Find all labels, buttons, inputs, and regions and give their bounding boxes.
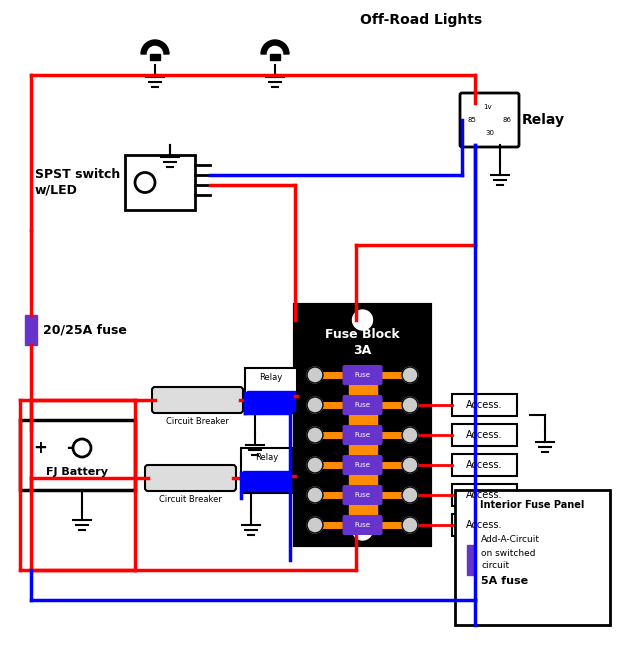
Text: -: - bbox=[67, 439, 74, 457]
Text: Fuse Block: Fuse Block bbox=[325, 329, 400, 341]
Bar bbox=[349, 370, 376, 530]
Bar bbox=[247, 391, 295, 411]
FancyBboxPatch shape bbox=[342, 515, 383, 535]
Circle shape bbox=[307, 517, 323, 533]
Bar bbox=[452, 394, 517, 416]
Bar bbox=[150, 54, 160, 60]
Text: 20/25A fuse: 20/25A fuse bbox=[43, 323, 127, 336]
Text: 86: 86 bbox=[502, 117, 511, 123]
Bar bbox=[452, 424, 517, 446]
Text: Fuse: Fuse bbox=[355, 492, 371, 498]
Text: 30: 30 bbox=[485, 130, 494, 136]
Text: 85: 85 bbox=[468, 117, 476, 123]
Text: Fuse: Fuse bbox=[355, 462, 371, 468]
Text: Fuse: Fuse bbox=[355, 372, 371, 378]
Wedge shape bbox=[141, 40, 169, 54]
Text: 1v: 1v bbox=[483, 104, 492, 110]
Text: Fuse: Fuse bbox=[355, 432, 371, 438]
Text: on switched: on switched bbox=[481, 548, 536, 557]
Text: Access.: Access. bbox=[467, 460, 503, 470]
Circle shape bbox=[402, 427, 418, 443]
Circle shape bbox=[402, 367, 418, 383]
FancyBboxPatch shape bbox=[145, 465, 236, 491]
Text: Circuit Breaker: Circuit Breaker bbox=[166, 417, 229, 426]
Bar bbox=[452, 484, 517, 506]
Text: 3A: 3A bbox=[353, 343, 372, 356]
Bar bbox=[245, 368, 297, 413]
Circle shape bbox=[307, 367, 323, 383]
Text: circuit: circuit bbox=[481, 562, 509, 570]
Circle shape bbox=[307, 427, 323, 443]
FancyBboxPatch shape bbox=[342, 425, 383, 445]
Text: 5A fuse: 5A fuse bbox=[481, 576, 528, 586]
Circle shape bbox=[353, 520, 372, 540]
Bar bbox=[452, 454, 517, 476]
Bar bbox=[125, 155, 195, 210]
Text: Interior Fuse Panel: Interior Fuse Panel bbox=[480, 500, 585, 510]
Text: Off-Road Lights: Off-Road Lights bbox=[360, 13, 482, 27]
Text: Relay: Relay bbox=[259, 373, 283, 382]
Bar bbox=[467, 545, 475, 575]
FancyBboxPatch shape bbox=[460, 93, 519, 147]
Bar bbox=[452, 514, 517, 536]
Text: Add-A-Circuit: Add-A-Circuit bbox=[481, 535, 540, 544]
Circle shape bbox=[402, 487, 418, 503]
Bar bbox=[20, 420, 135, 490]
Text: Access.: Access. bbox=[467, 490, 503, 500]
FancyBboxPatch shape bbox=[342, 395, 383, 415]
Circle shape bbox=[402, 457, 418, 473]
FancyBboxPatch shape bbox=[152, 387, 243, 413]
Circle shape bbox=[402, 517, 418, 533]
FancyBboxPatch shape bbox=[342, 485, 383, 505]
Bar bbox=[25, 315, 37, 345]
Bar bbox=[455, 490, 610, 625]
Bar bbox=[241, 448, 293, 493]
Circle shape bbox=[402, 397, 418, 413]
Text: Relay: Relay bbox=[522, 113, 565, 127]
FancyBboxPatch shape bbox=[342, 455, 383, 475]
Circle shape bbox=[353, 310, 372, 330]
Circle shape bbox=[307, 457, 323, 473]
Bar bbox=[295, 305, 430, 545]
Text: SPST switch
w/LED: SPST switch w/LED bbox=[35, 168, 120, 196]
Text: +: + bbox=[33, 439, 47, 457]
Bar bbox=[243, 470, 291, 491]
Text: Relay: Relay bbox=[255, 454, 278, 463]
Circle shape bbox=[307, 487, 323, 503]
Wedge shape bbox=[261, 40, 289, 54]
Bar bbox=[270, 54, 280, 60]
Text: Circuit Breaker: Circuit Breaker bbox=[159, 496, 222, 505]
Text: Fuse: Fuse bbox=[355, 522, 371, 528]
Text: FJ Battery: FJ Battery bbox=[47, 467, 109, 477]
Circle shape bbox=[307, 397, 323, 413]
Text: Access.: Access. bbox=[467, 520, 503, 530]
Text: Access.: Access. bbox=[467, 430, 503, 440]
FancyBboxPatch shape bbox=[342, 365, 383, 385]
Text: Access.: Access. bbox=[467, 400, 503, 410]
Text: Fuse: Fuse bbox=[355, 402, 371, 408]
